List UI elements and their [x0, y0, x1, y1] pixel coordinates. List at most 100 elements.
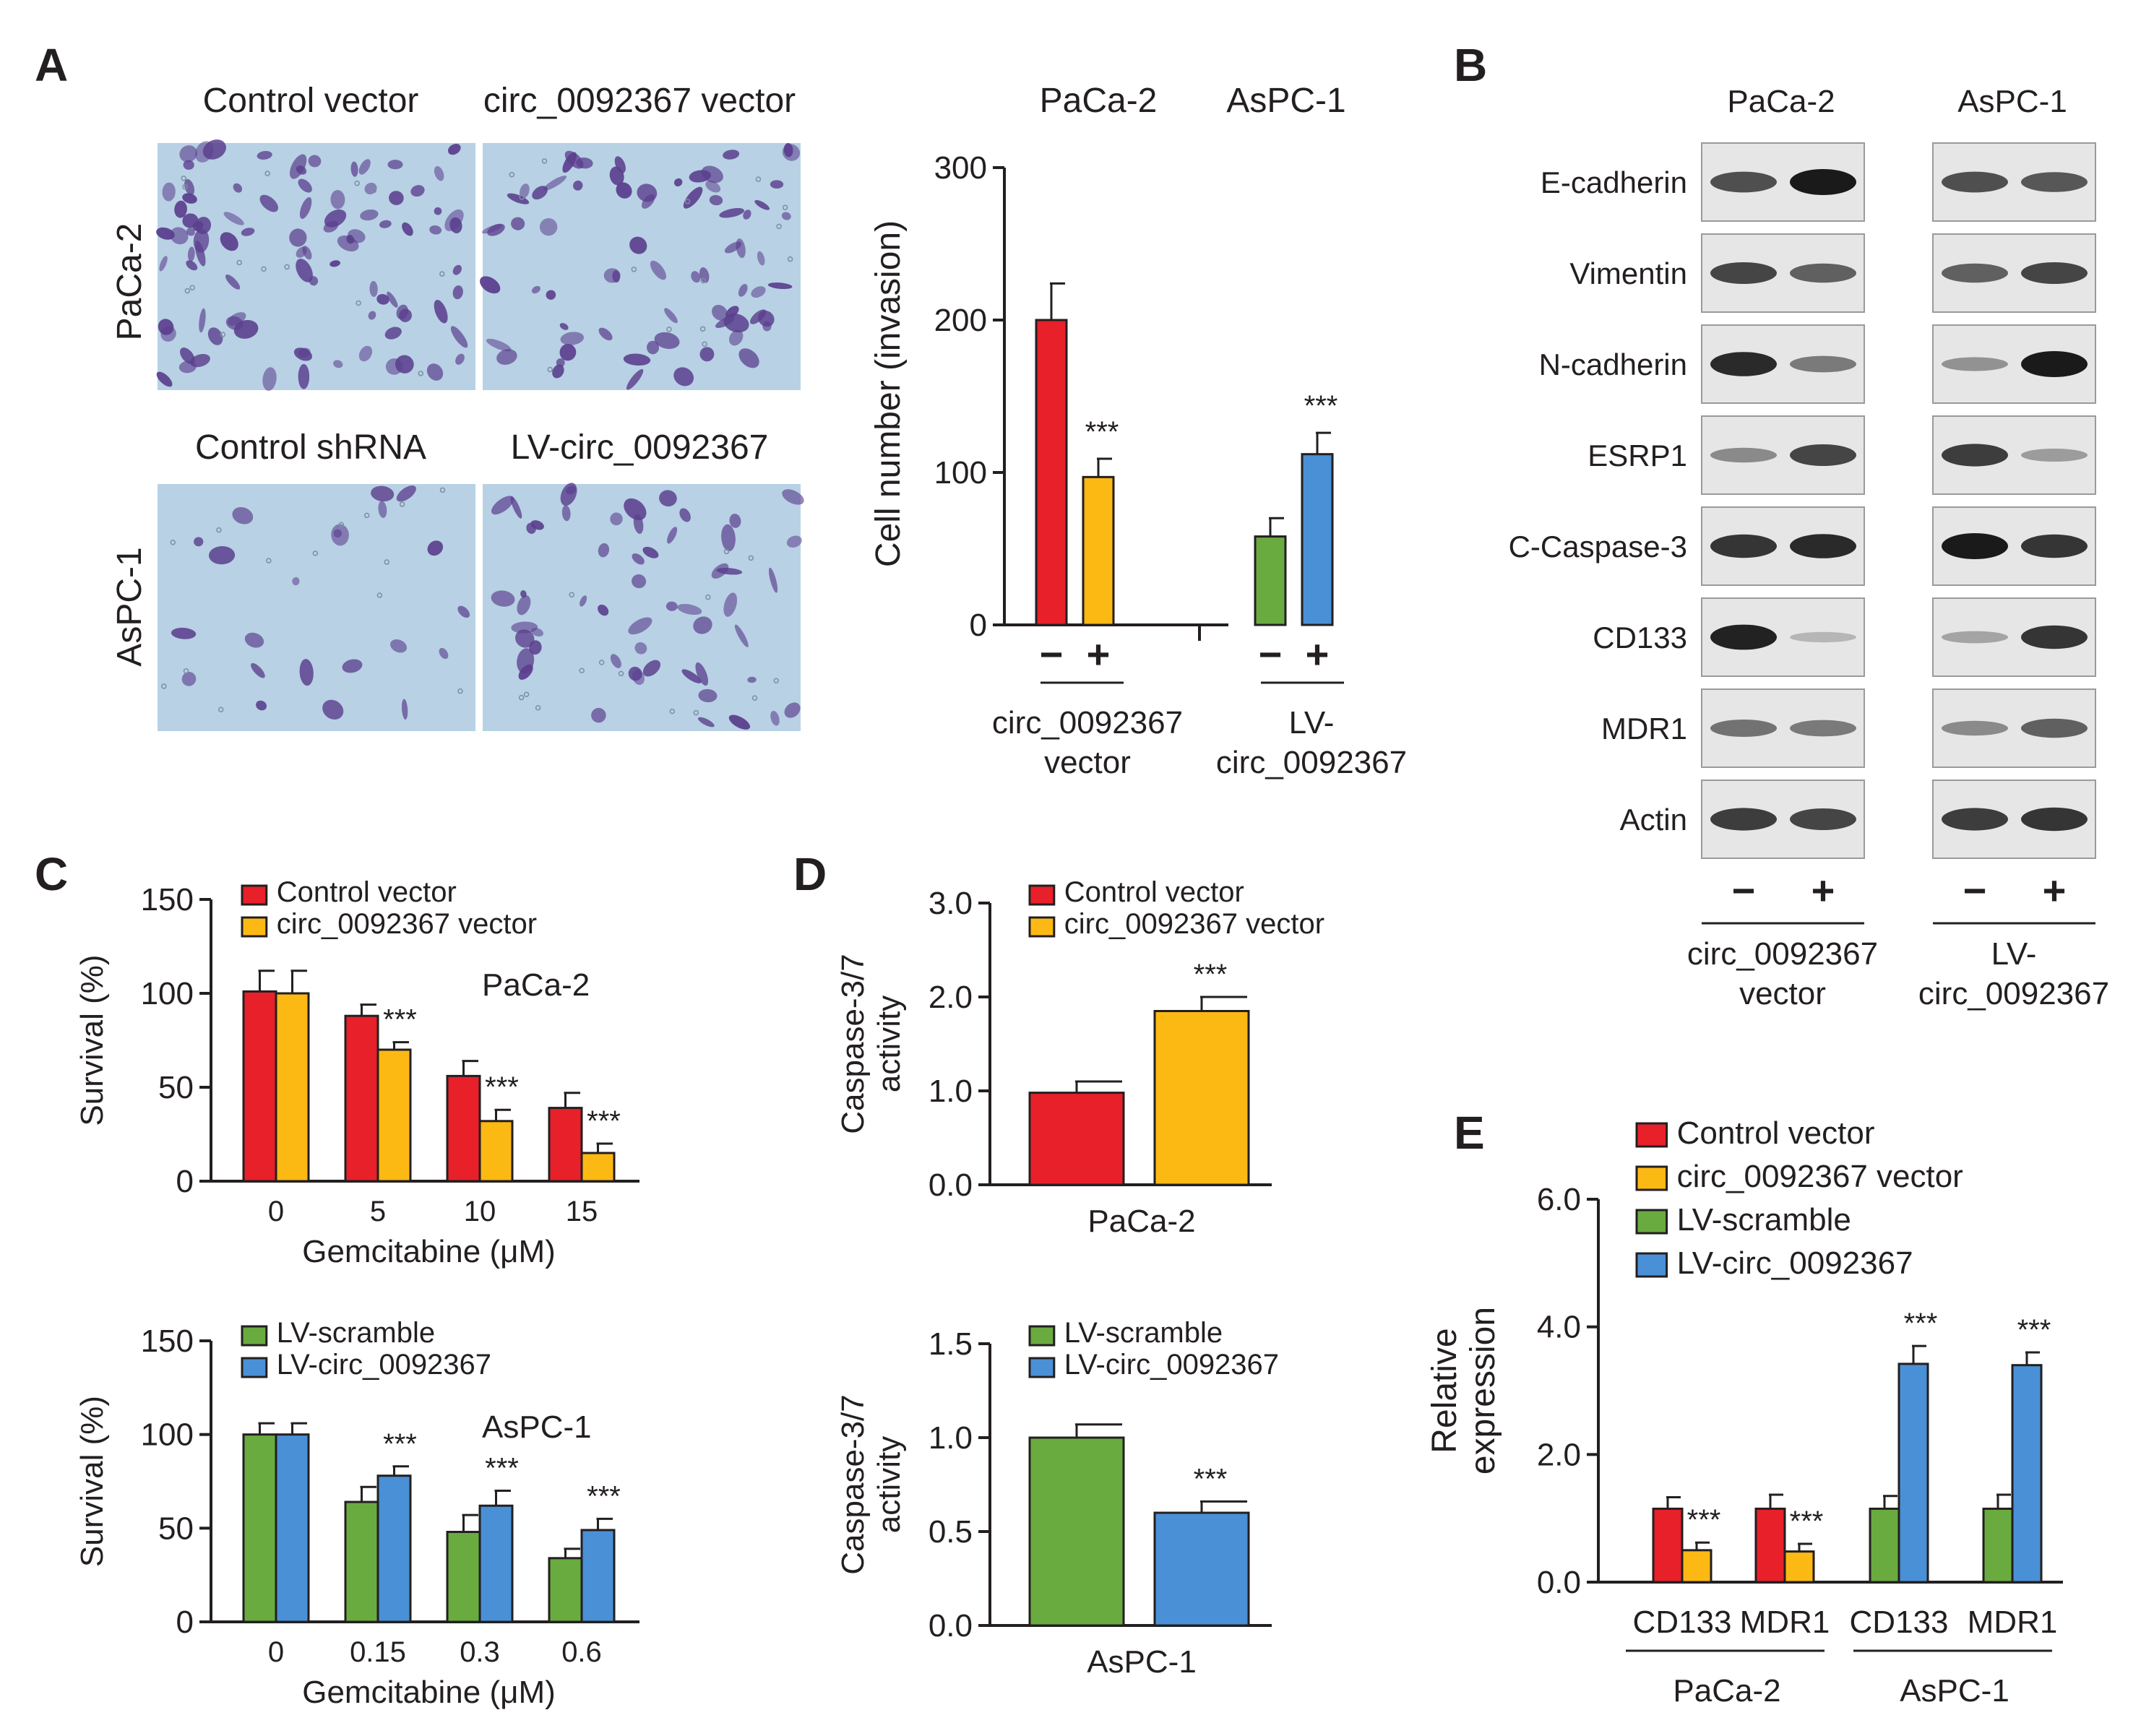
- chartC2-y-tick-label: 100: [141, 1417, 194, 1453]
- x-tick-label: 0.3: [460, 1636, 500, 1668]
- chart-e-y-tick-label: 0.0: [1537, 1565, 1581, 1600]
- membrane-pore: [170, 540, 176, 545]
- membrane-pore: [598, 660, 605, 665]
- stained-cell: [518, 664, 533, 680]
- western-blot: PaCa-2 AsPC-1 E-cadherin Vimentin N-cadherin…: [1509, 84, 2110, 1011]
- chartC1-y-tick-label: 150: [141, 882, 194, 917]
- stained-cell: [573, 180, 583, 191]
- survival-bar: [376, 1474, 412, 1623]
- stained-cell: [162, 182, 176, 202]
- survival-bar: [478, 1504, 514, 1623]
- blot-band: [1790, 631, 1856, 643]
- blot-band: [2021, 534, 2088, 558]
- stained-cell: [736, 238, 746, 259]
- blot-band: [1710, 534, 1777, 558]
- caspase-bar: [1028, 1436, 1125, 1627]
- stained-cell: [333, 529, 343, 538]
- blot-band: [1942, 533, 2008, 559]
- stained-cell: [289, 228, 307, 247]
- significance-label: ***: [1687, 1504, 1721, 1536]
- stained-cell: [208, 546, 236, 565]
- stained-cell: [342, 659, 363, 673]
- stained-cell: [709, 194, 723, 206]
- micrograph-panel: Control vector circ_0092367 vector Contr…: [111, 82, 804, 731]
- stained-cell: [531, 285, 540, 294]
- stained-cell: [199, 308, 206, 333]
- stained-cell: [402, 222, 413, 236]
- blot-band: [1790, 355, 1856, 373]
- stained-cell: [515, 629, 535, 648]
- x-tick-label: 5: [370, 1196, 386, 1227]
- stained-cell: [194, 537, 204, 547]
- group-label: circ_0092367: [1216, 745, 1407, 780]
- stained-cell: [223, 212, 244, 225]
- membrane-pore: [181, 175, 186, 181]
- chart-a-y-tick-label: 100: [934, 455, 987, 491]
- stained-cell: [186, 228, 195, 236]
- legend-label: Control vector: [1064, 876, 1244, 908]
- stained-cell: [559, 323, 569, 330]
- legend-label: LV-circ_0092367: [1064, 1349, 1279, 1381]
- blot-band: [1942, 357, 2008, 371]
- membrane-pore: [523, 691, 530, 697]
- stained-cell: [170, 227, 189, 245]
- caspase-bar: [1028, 1092, 1125, 1186]
- stained-cell: [333, 360, 343, 368]
- stained-cell: [401, 699, 408, 720]
- stained-cell: [629, 236, 647, 254]
- stained-cell: [664, 308, 678, 324]
- x-tick-label: CD133: [1633, 1605, 1732, 1640]
- legend-label: LV-scramble: [277, 1317, 435, 1349]
- stained-cell: [186, 260, 198, 271]
- chart-a-invasion: PaCa-2 AsPC-1 0 100 200 300 Cell number (invas…: [869, 82, 1407, 780]
- membrane-pore: [700, 277, 706, 284]
- stained-cell: [673, 367, 694, 387]
- invasion-bar: [1254, 535, 1287, 626]
- stained-cell: [628, 666, 642, 681]
- stained-cell: [679, 508, 691, 522]
- y-axis-label: Survival (%): [74, 954, 110, 1126]
- stained-cell: [767, 282, 793, 290]
- stained-cell: [729, 514, 741, 528]
- chartC2-y-tick-label: 0: [176, 1605, 194, 1640]
- legend-swatch: [241, 1325, 268, 1347]
- stained-cell: [195, 217, 212, 235]
- stained-cell: [768, 567, 778, 593]
- membrane-pore: [184, 288, 191, 294]
- expression-bar: [1869, 1507, 1900, 1584]
- blot-band: [1710, 808, 1777, 831]
- micrograph-image: [158, 143, 475, 390]
- membrane-pore: [261, 266, 267, 272]
- y-axis-label: activity: [871, 1436, 907, 1533]
- membrane-pore: [266, 558, 272, 563]
- caspase-bar: [1153, 1010, 1250, 1186]
- protein-label: N-cadherin: [1539, 347, 1687, 381]
- membrane-pore: [751, 695, 758, 701]
- stained-cell: [457, 605, 470, 618]
- stained-cell: [429, 225, 442, 235]
- x-axis-label: PaCa-2: [1087, 1204, 1195, 1239]
- stained-cell: [561, 505, 571, 522]
- significance-label: ***: [2017, 1314, 2051, 1346]
- survival-bar: [478, 1120, 514, 1183]
- micro-bottom-right-label: LV-circ_0092367: [511, 428, 769, 467]
- panel-letter-c: C: [35, 848, 68, 900]
- stained-cell: [647, 340, 660, 355]
- membrane-pore: [519, 194, 525, 200]
- invasion-bar: [1301, 453, 1334, 626]
- chart-e-y-tick-label: 2.0: [1537, 1437, 1581, 1472]
- chartC2-y-tick-label: 150: [141, 1323, 194, 1359]
- chartC1-y-tick-label: 0: [176, 1164, 194, 1199]
- stained-cell: [723, 150, 740, 160]
- survival-bar: [376, 1048, 412, 1183]
- x-axis-label: AsPC-1: [1087, 1644, 1197, 1680]
- sign-label: −: [1732, 868, 1756, 913]
- stained-cell: [190, 353, 210, 368]
- stained-cell: [299, 197, 312, 219]
- legend-label: Control vector: [1677, 1115, 1875, 1151]
- membrane-pore: [669, 708, 676, 714]
- stained-cell: [298, 363, 310, 389]
- membrane-pore: [702, 341, 707, 347]
- blot-band: [1790, 534, 1856, 558]
- chartC1-y-tick-label: 100: [141, 976, 194, 1011]
